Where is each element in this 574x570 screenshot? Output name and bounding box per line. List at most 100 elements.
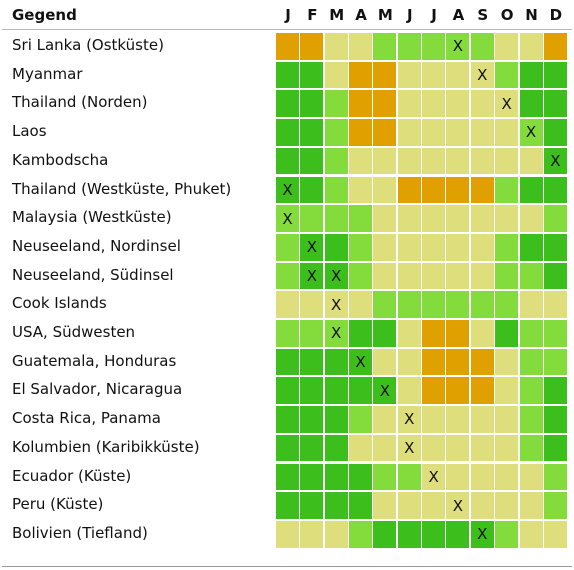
month-cell-10 xyxy=(495,147,519,175)
month-cell-11 xyxy=(519,61,543,89)
region-label: Sri Lanka (Ostküste) xyxy=(12,36,164,54)
month-cell-7 xyxy=(422,176,446,204)
month-cell-12 xyxy=(543,90,567,118)
month-cell-9 xyxy=(470,90,494,118)
month-cell-7 xyxy=(422,320,446,347)
month-cell-7 xyxy=(422,119,446,146)
month-cell-3 xyxy=(324,61,348,89)
region-label: Kambodscha xyxy=(12,150,109,169)
month-cell-11 xyxy=(519,90,543,118)
month-cell-10 xyxy=(495,377,519,405)
month-cell-12 xyxy=(543,377,567,405)
table-row: Neuseeland, Nordinsel X xyxy=(0,233,574,262)
table-row: Kambodscha X xyxy=(0,147,574,176)
month-cell-6 xyxy=(397,291,421,318)
region-label: Bolivien (Tiefland) xyxy=(12,523,148,542)
month-cell-6 xyxy=(397,348,421,376)
month-cell-10 xyxy=(495,119,519,146)
region-label: Neuseeland, Nordinsel xyxy=(12,236,181,255)
month-cell-10 xyxy=(495,61,519,89)
month-cell-12 xyxy=(543,463,567,491)
month-cell-1 xyxy=(276,320,299,347)
month-header-11: N xyxy=(525,6,538,24)
month-cell-10 xyxy=(495,520,519,548)
month-cell-12 xyxy=(543,320,567,347)
month-cell-5 xyxy=(373,520,397,548)
month-cell-4 xyxy=(349,406,373,433)
month-cell-2: X xyxy=(300,233,324,261)
region-label: Kolumbien (Karibikküste) xyxy=(12,437,200,456)
current-month-marker: X xyxy=(525,123,537,142)
month-cell-6 xyxy=(397,463,421,491)
region-label: Myanmar xyxy=(12,64,83,83)
month-cell-4 xyxy=(349,434,373,462)
table-row: Bolivien (Tiefland) X xyxy=(0,520,574,549)
month-cell-3 xyxy=(324,406,348,433)
month-cell-8 xyxy=(446,463,470,491)
month-cell-10 xyxy=(495,463,519,491)
month-cell-3 xyxy=(324,463,348,491)
month-cell-4 xyxy=(349,61,373,89)
month-cell-7 xyxy=(422,291,446,318)
month-cell-4 xyxy=(349,520,373,548)
month-cell-6 xyxy=(397,492,421,519)
month-cell-9 xyxy=(470,119,494,146)
month-header-4: A xyxy=(355,6,367,24)
month-cell-8 xyxy=(446,320,470,347)
month-cell-1 xyxy=(276,90,299,118)
month-cell-2 xyxy=(300,147,324,175)
region-label: Laos xyxy=(12,122,47,141)
month-cell-5 xyxy=(373,119,397,146)
month-cell-8 xyxy=(446,176,470,204)
month-cell-2 xyxy=(300,320,324,347)
month-cell-4 xyxy=(349,233,373,261)
month-cell-8 xyxy=(446,205,470,232)
month-cell-10 xyxy=(495,176,519,204)
month-cell-1: X xyxy=(276,176,299,204)
region-label: Cook Islands xyxy=(12,294,107,313)
current-month-marker: X xyxy=(477,525,488,544)
month-cell-5 xyxy=(373,492,397,519)
region-label: Costa Rica, Panama xyxy=(12,409,161,428)
month-cell-6 xyxy=(397,176,421,204)
month-cell-9 xyxy=(470,320,494,347)
month-cell-5 xyxy=(373,320,397,347)
month-cell-8 xyxy=(446,61,470,89)
current-month-marker: X xyxy=(331,295,342,314)
month-cell-12 xyxy=(543,205,567,232)
current-month-marker: X xyxy=(331,324,342,343)
region-label: Neuseeland, Südinsel xyxy=(12,265,174,284)
month-cell-6 xyxy=(397,90,421,118)
month-cell-8: X xyxy=(446,492,470,519)
current-month-marker: X xyxy=(404,439,415,458)
current-month-marker: X xyxy=(282,180,293,199)
month-cell-1: X xyxy=(276,205,299,232)
table-row: Guatemala, Honduras X xyxy=(0,348,574,377)
month-cell-10 xyxy=(495,320,519,347)
table-row: Myanmar X xyxy=(0,61,574,90)
current-month-marker: X xyxy=(428,467,439,486)
month-cell-2 xyxy=(300,377,324,405)
month-cell-2 xyxy=(300,176,324,204)
month-cell-12 xyxy=(543,348,567,376)
month-cell-3 xyxy=(324,520,348,548)
month-cell-6 xyxy=(397,147,421,175)
month-cell-3 xyxy=(324,205,348,232)
region-label: Thailand (Westküste, Phuket) xyxy=(12,179,232,198)
month-cell-4 xyxy=(349,262,373,290)
month-cell-10 xyxy=(495,492,519,519)
table-bottom-rule xyxy=(2,566,572,567)
month-cell-12 xyxy=(543,291,567,318)
current-month-marker: X xyxy=(550,152,561,171)
table-row: Peru (Küste) X xyxy=(0,491,574,520)
month-cell-9 xyxy=(470,233,494,261)
month-cell-8 xyxy=(446,406,470,433)
month-cell-2 xyxy=(300,463,324,491)
month-cell-11 xyxy=(519,291,543,318)
month-cell-10 xyxy=(495,262,519,290)
month-cell-8 xyxy=(446,291,470,318)
month-cell-12 xyxy=(543,61,567,89)
month-cell-9 xyxy=(470,205,494,232)
month-cell-10 xyxy=(495,348,519,376)
month-cell-9 xyxy=(470,291,494,318)
